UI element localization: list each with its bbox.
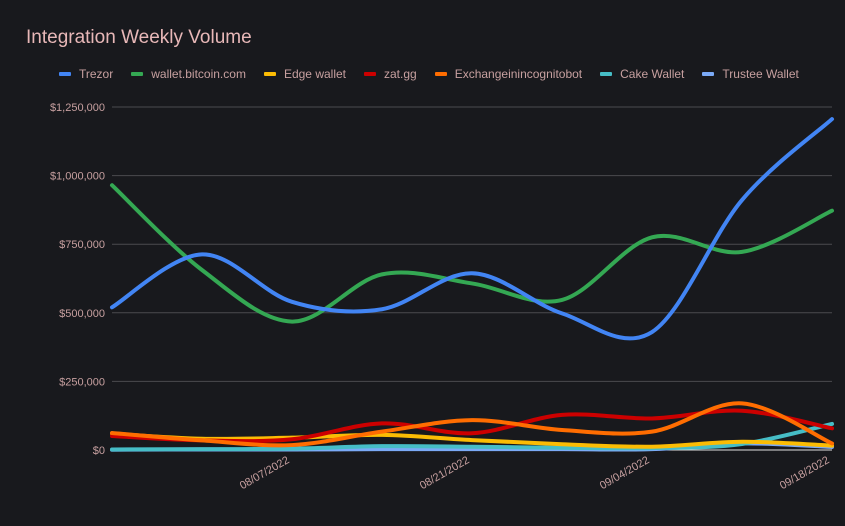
legend-label: Cake Wallet (620, 67, 685, 81)
legend-item[interactable]: Edge wallet (263, 67, 346, 81)
y-tick-label: $250,000 (59, 376, 105, 388)
legend-swatch (600, 72, 613, 76)
legend-item[interactable]: Exchangeinincognitobot (434, 67, 583, 81)
legend-swatch (702, 72, 715, 76)
legend-item[interactable]: wallet.bitcoin.com (131, 67, 246, 81)
series-line-exchangeinincognitobot[interactable] (110, 401, 834, 448)
series-line-trezor[interactable] (110, 117, 834, 341)
series-line-zat-gg[interactable] (110, 408, 834, 444)
legend: Trezor wallet.bitcoin.com Edge wallet zat.g… (59, 67, 817, 81)
chart-title: Integration Weekly Volume (26, 27, 252, 48)
legend-item[interactable]: Trezor (59, 67, 113, 81)
y-tick-label: $1,250,000 (50, 102, 105, 114)
legend-label: Exchangeinincognitobot (454, 67, 583, 81)
x-tick-label: 09/04/2022 (598, 454, 652, 492)
legend-label: Trustee Wallet (722, 67, 799, 81)
legend-item[interactable]: zat.gg (364, 67, 417, 81)
series-line-cake-wallet[interactable] (110, 421, 834, 452)
y-tick-label: $0 (93, 445, 105, 457)
legend-swatch (263, 72, 276, 76)
y-tick-label: $750,000 (59, 239, 105, 251)
legend-swatch (131, 72, 144, 76)
series-line-wallet-bitcoin-com[interactable] (110, 183, 834, 324)
legend-label: Edge wallet (283, 67, 346, 81)
legend-label: zat.gg (384, 67, 417, 81)
x-tick-label: 08/21/2022 (418, 454, 472, 492)
legend-swatch (434, 72, 447, 76)
x-tick-label: 09/18/2022 (778, 454, 832, 492)
legend-swatch (364, 72, 376, 76)
y-tick-label: $500,000 (59, 308, 105, 320)
legend-swatch (59, 72, 71, 76)
legend-label: wallet.bitcoin.com (151, 67, 246, 81)
y-tick-label: $1,000,000 (50, 171, 105, 183)
legend-item[interactable]: Cake Wallet (600, 67, 684, 81)
legend-label: Trezor (79, 67, 114, 81)
x-tick-label: 08/07/2022 (238, 454, 292, 492)
legend-item[interactable]: Trustee Wallet (702, 67, 799, 81)
